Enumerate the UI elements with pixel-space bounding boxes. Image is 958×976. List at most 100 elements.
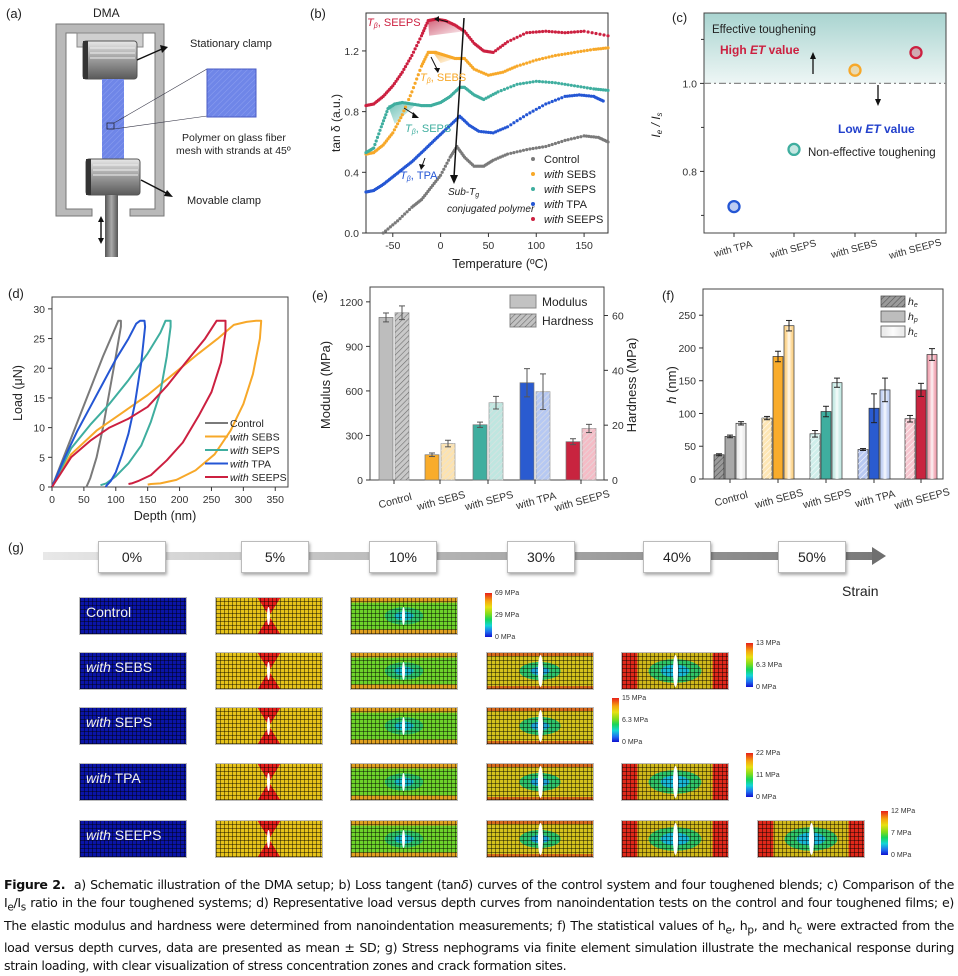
data-point	[560, 30, 564, 35]
data-point	[531, 59, 535, 63]
colorbar-label: 29 MPa	[495, 612, 520, 619]
mesh-grid	[80, 653, 186, 689]
data-point	[489, 73, 493, 77]
mesh-grid	[80, 764, 186, 800]
data-point-sebs	[848, 63, 862, 77]
data-point	[491, 158, 495, 162]
x-tick-label: with TPA	[712, 239, 754, 260]
data-point	[547, 80, 551, 84]
data-point	[381, 119, 386, 123]
plot-frame	[365, 12, 609, 234]
x-tick-label: 150	[575, 240, 593, 252]
data-point	[557, 30, 561, 34]
data-point	[579, 85, 583, 89]
y-tick-label: 5	[39, 452, 45, 464]
data-point	[582, 93, 586, 97]
crack	[267, 607, 270, 625]
data-point	[544, 144, 548, 149]
data-point	[572, 50, 577, 55]
strain-arrowhead-icon	[872, 547, 886, 565]
nephogram	[215, 597, 323, 635]
bar-hp-control	[724, 436, 736, 480]
data-point	[586, 30, 590, 34]
data-point	[411, 50, 416, 54]
bar-hatch-shade	[489, 402, 503, 480]
data-point	[585, 86, 589, 90]
data-point	[400, 113, 404, 117]
strain-axis	[43, 552, 873, 560]
data-point	[474, 68, 479, 72]
data-point	[544, 29, 548, 33]
series-sebs	[364, 46, 610, 156]
data-point	[576, 30, 580, 34]
data-point	[509, 85, 513, 89]
nephogram	[621, 820, 729, 858]
strain-step-5: 5%	[241, 541, 309, 573]
x-tick-label: Control	[377, 491, 413, 511]
data-point	[509, 151, 513, 155]
x-axis-title: Depth (nm)	[134, 509, 197, 523]
y2-tick-label: 0	[612, 475, 618, 487]
sub-tg-arrow-icon	[450, 17, 465, 184]
data-point	[378, 128, 382, 132]
data-point	[563, 82, 567, 86]
legend-marker-seeps	[531, 217, 535, 221]
data-point	[405, 210, 409, 214]
legend-label-seps: with SEPS	[230, 445, 280, 457]
data-point	[594, 135, 598, 139]
data-point	[560, 96, 564, 100]
data-point	[569, 51, 573, 55]
data-point	[501, 127, 505, 131]
data-point	[588, 48, 593, 52]
caption-text: ) curves of the control system and four …	[4, 877, 955, 910]
y-tick-label: 600	[345, 386, 363, 398]
data-point	[531, 146, 535, 151]
data-point	[391, 84, 395, 88]
x-tick-label: 300	[235, 494, 253, 506]
data-point	[407, 59, 411, 63]
y-axis-title: h (nm)	[664, 366, 679, 404]
data-point	[541, 80, 545, 84]
data-point	[582, 29, 586, 33]
data-point	[388, 225, 392, 229]
legend-marker-control	[531, 157, 535, 161]
colorbar-label: 0 MPa	[756, 684, 777, 691]
data-point	[398, 217, 402, 221]
data-point	[579, 29, 583, 34]
caption-sub: s	[20, 901, 26, 914]
data-point	[521, 81, 526, 85]
data-point	[547, 143, 551, 148]
bar-hp-seeps	[915, 389, 927, 480]
nephogram	[215, 652, 323, 690]
data-point	[541, 104, 545, 108]
data-point	[515, 150, 519, 154]
data-point	[518, 82, 522, 86]
data-point	[503, 153, 507, 157]
x-tick-label: 0	[49, 494, 55, 506]
y-tick-label: 300	[345, 430, 363, 442]
series-tpa	[51, 319, 147, 488]
data-point	[484, 72, 488, 76]
data-point	[601, 99, 605, 103]
bar-hatch	[858, 449, 868, 479]
data-point	[566, 138, 570, 142]
data-point	[572, 84, 577, 88]
mesh-grid	[80, 708, 186, 744]
y-tick-label: 1.2	[344, 46, 359, 58]
data-point	[506, 68, 510, 72]
mesh-grid	[80, 821, 186, 857]
series-seps	[51, 319, 172, 488]
colorbar-label: 22 MPa	[756, 750, 781, 757]
panel-g: (g)	[0, 530, 958, 870]
colorbar-label: 69 MPa	[495, 590, 520, 597]
data-point	[576, 50, 580, 54]
data-point	[557, 81, 561, 85]
data-point	[498, 155, 502, 159]
y-tick-label: 25	[33, 334, 45, 346]
data-point	[518, 149, 522, 153]
strain-step-40: 40%	[643, 541, 711, 573]
data-point	[515, 119, 519, 123]
crack	[402, 830, 405, 848]
data-point	[415, 77, 419, 81]
series-seeps	[364, 17, 610, 108]
